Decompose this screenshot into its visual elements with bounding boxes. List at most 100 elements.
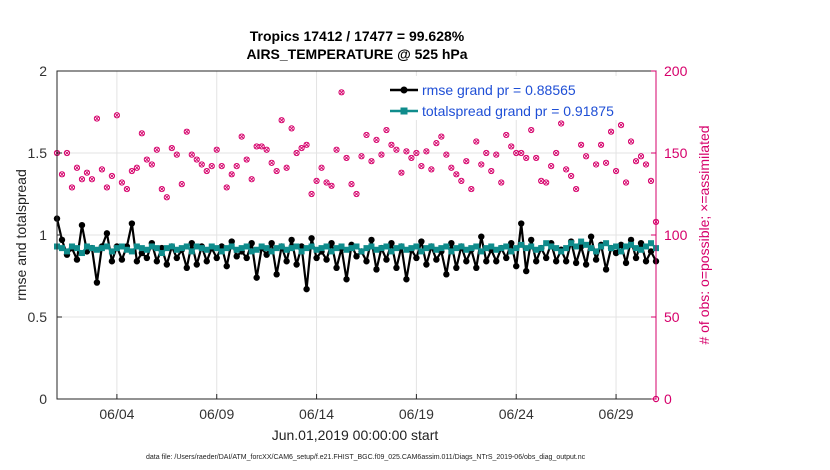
rmse-point	[592, 256, 600, 263]
y2-tick-label: 200	[664, 63, 688, 79]
rmse-point	[433, 256, 440, 263]
obs-possible-marker	[458, 177, 465, 184]
totalspread-point	[243, 243, 250, 250]
totalspread-point	[518, 241, 525, 248]
obs-possible-marker	[228, 171, 235, 178]
rmse-point	[473, 264, 480, 271]
totalspread-point	[308, 243, 315, 250]
obs-possible-marker	[493, 151, 500, 158]
totalspread-point	[478, 248, 485, 255]
obs-assimilated-marker	[613, 168, 619, 174]
rmse-point	[518, 220, 525, 227]
obs-possible-marker	[78, 176, 86, 183]
totalspread-point	[293, 243, 300, 250]
obs-possible-marker	[602, 159, 610, 166]
totalspread-point	[613, 243, 620, 250]
y-axis: 0 0.5 1 1.5 2	[28, 63, 62, 407]
obs-possible-marker	[93, 115, 101, 122]
obs-possible-marker	[393, 146, 400, 153]
obs-assimilated-marker	[114, 112, 120, 118]
totalspread-point	[548, 243, 555, 250]
y-tick-label: 1.5	[28, 145, 48, 161]
obs-possible-marker	[233, 163, 240, 170]
obs-possible-marker	[243, 156, 250, 163]
totalspread-point	[208, 243, 215, 250]
obs-assimilated-marker	[548, 163, 554, 169]
obs-assimilated-marker	[413, 150, 419, 156]
obs-assimilated-marker	[578, 142, 584, 148]
obs-assimilated-marker	[458, 178, 464, 184]
obs-assimilated-marker	[538, 178, 544, 184]
totalspread-point	[458, 243, 465, 250]
totalspread-point	[413, 243, 420, 250]
obs-assimilated-marker	[618, 122, 624, 128]
totalspread-point	[438, 245, 445, 252]
rmse-point	[562, 258, 570, 265]
obs-assimilated-marker	[398, 170, 404, 176]
obs-possible-marker	[632, 158, 640, 165]
obs-assimilated-marker	[478, 161, 484, 167]
obs-assimilated-marker	[563, 166, 569, 172]
rmse-point	[308, 235, 315, 242]
totalspread-point	[158, 250, 165, 257]
totalspread-point	[528, 243, 535, 250]
obs-possible-marker	[183, 128, 190, 135]
obs-possible-marker	[73, 164, 81, 171]
totalspread-point	[373, 246, 380, 253]
totalspread-point	[313, 246, 320, 253]
obs-assimilated-marker	[408, 155, 414, 161]
obs-assimilated-marker	[603, 160, 609, 166]
totalspread-point	[378, 245, 385, 252]
obs-assimilated-marker	[428, 166, 434, 172]
rmse-point	[183, 264, 190, 271]
x-tick-label: 06/04	[99, 406, 134, 422]
obs-possible-marker	[523, 154, 530, 162]
obs-possible-marker	[473, 138, 480, 145]
rmse-point	[552, 258, 560, 265]
rmse-point	[403, 276, 410, 283]
totalspread-point	[358, 248, 365, 255]
totalspread-point	[578, 238, 585, 245]
totalspread-point	[393, 245, 400, 252]
totalspread-point	[353, 243, 360, 250]
obs-possible-marker	[508, 143, 515, 150]
obs-assimilated-marker	[64, 150, 70, 156]
obs-assimilated-marker	[254, 143, 260, 149]
obs-possible-marker	[353, 190, 360, 198]
obs-possible-marker	[413, 149, 420, 157]
obs-possible-marker	[323, 179, 330, 186]
rmse-point	[108, 258, 116, 265]
rmse-point	[528, 236, 535, 244]
obs-assimilated-marker	[224, 184, 230, 190]
obs-possible-marker	[378, 151, 385, 158]
x-axis: 06/04 06/09 06/14 06/19 06/24 06/29	[99, 394, 634, 422]
totalspread-point	[388, 248, 395, 255]
rmse-point	[463, 258, 470, 265]
obs-assimilated-marker	[343, 155, 350, 161]
obs-assimilated-marker	[319, 165, 325, 171]
legend-box	[386, 76, 654, 120]
obs-possible-marker	[448, 164, 455, 171]
obs-possible-marker	[88, 176, 96, 183]
totalspread-point	[573, 243, 580, 250]
obs-assimilated-marker	[473, 139, 479, 145]
obs-assimilated-marker	[558, 120, 564, 126]
obs-assimilated-marker	[154, 147, 160, 153]
totalspread-point	[508, 248, 515, 255]
obs-assimilated-marker	[284, 165, 290, 171]
obs-possible-marker	[283, 164, 290, 171]
obs-assimilated-marker	[553, 150, 559, 156]
obs-possible-marker	[108, 172, 116, 180]
obs-assimilated-marker	[638, 153, 644, 159]
totalspread-point	[493, 246, 500, 253]
rmse-point	[233, 253, 240, 260]
rmse-point	[218, 243, 225, 250]
rmse-point	[93, 279, 101, 286]
rmse-point	[483, 258, 490, 265]
obs-assimilated-marker	[279, 117, 285, 123]
rmse-point	[413, 254, 420, 262]
obs-possible-marker	[298, 144, 305, 152]
totalspread-point	[443, 243, 450, 250]
totalspread-point	[398, 243, 405, 250]
obs-possible-marker	[163, 194, 170, 201]
